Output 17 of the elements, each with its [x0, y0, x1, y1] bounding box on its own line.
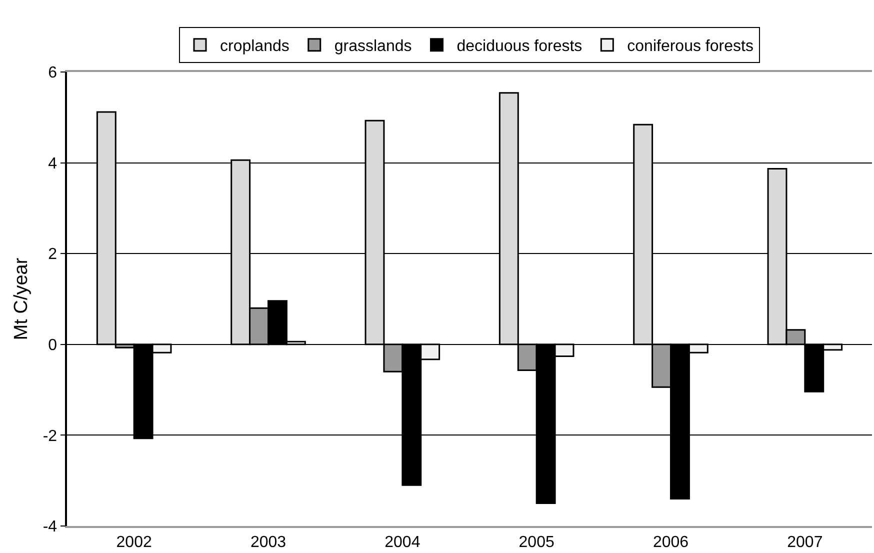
y-tick-label: 6 [48, 64, 58, 82]
y-tick-label: -4 [42, 518, 58, 536]
legend-label: croplands [220, 38, 290, 56]
y-tick-label: 0 [48, 337, 58, 354]
y-tick-label: 4 [48, 155, 58, 172]
y-axis-title: Mt C/year [11, 257, 32, 340]
x-tick-label: 2004 [384, 534, 420, 551]
x-tick-label: 2007 [787, 534, 823, 551]
x-tick-label: 2005 [518, 534, 554, 551]
legend-label: coniferous forests [627, 38, 754, 56]
legend-label: grasslands [334, 38, 412, 56]
y-tick-label: 2 [48, 246, 58, 264]
y-tick-label: -2 [42, 428, 58, 445]
x-tick-label: 2002 [116, 534, 152, 551]
x-tick-label: 2003 [250, 534, 286, 551]
legend-label: deciduous forests [456, 38, 582, 56]
x-tick-label: 2006 [652, 534, 689, 551]
